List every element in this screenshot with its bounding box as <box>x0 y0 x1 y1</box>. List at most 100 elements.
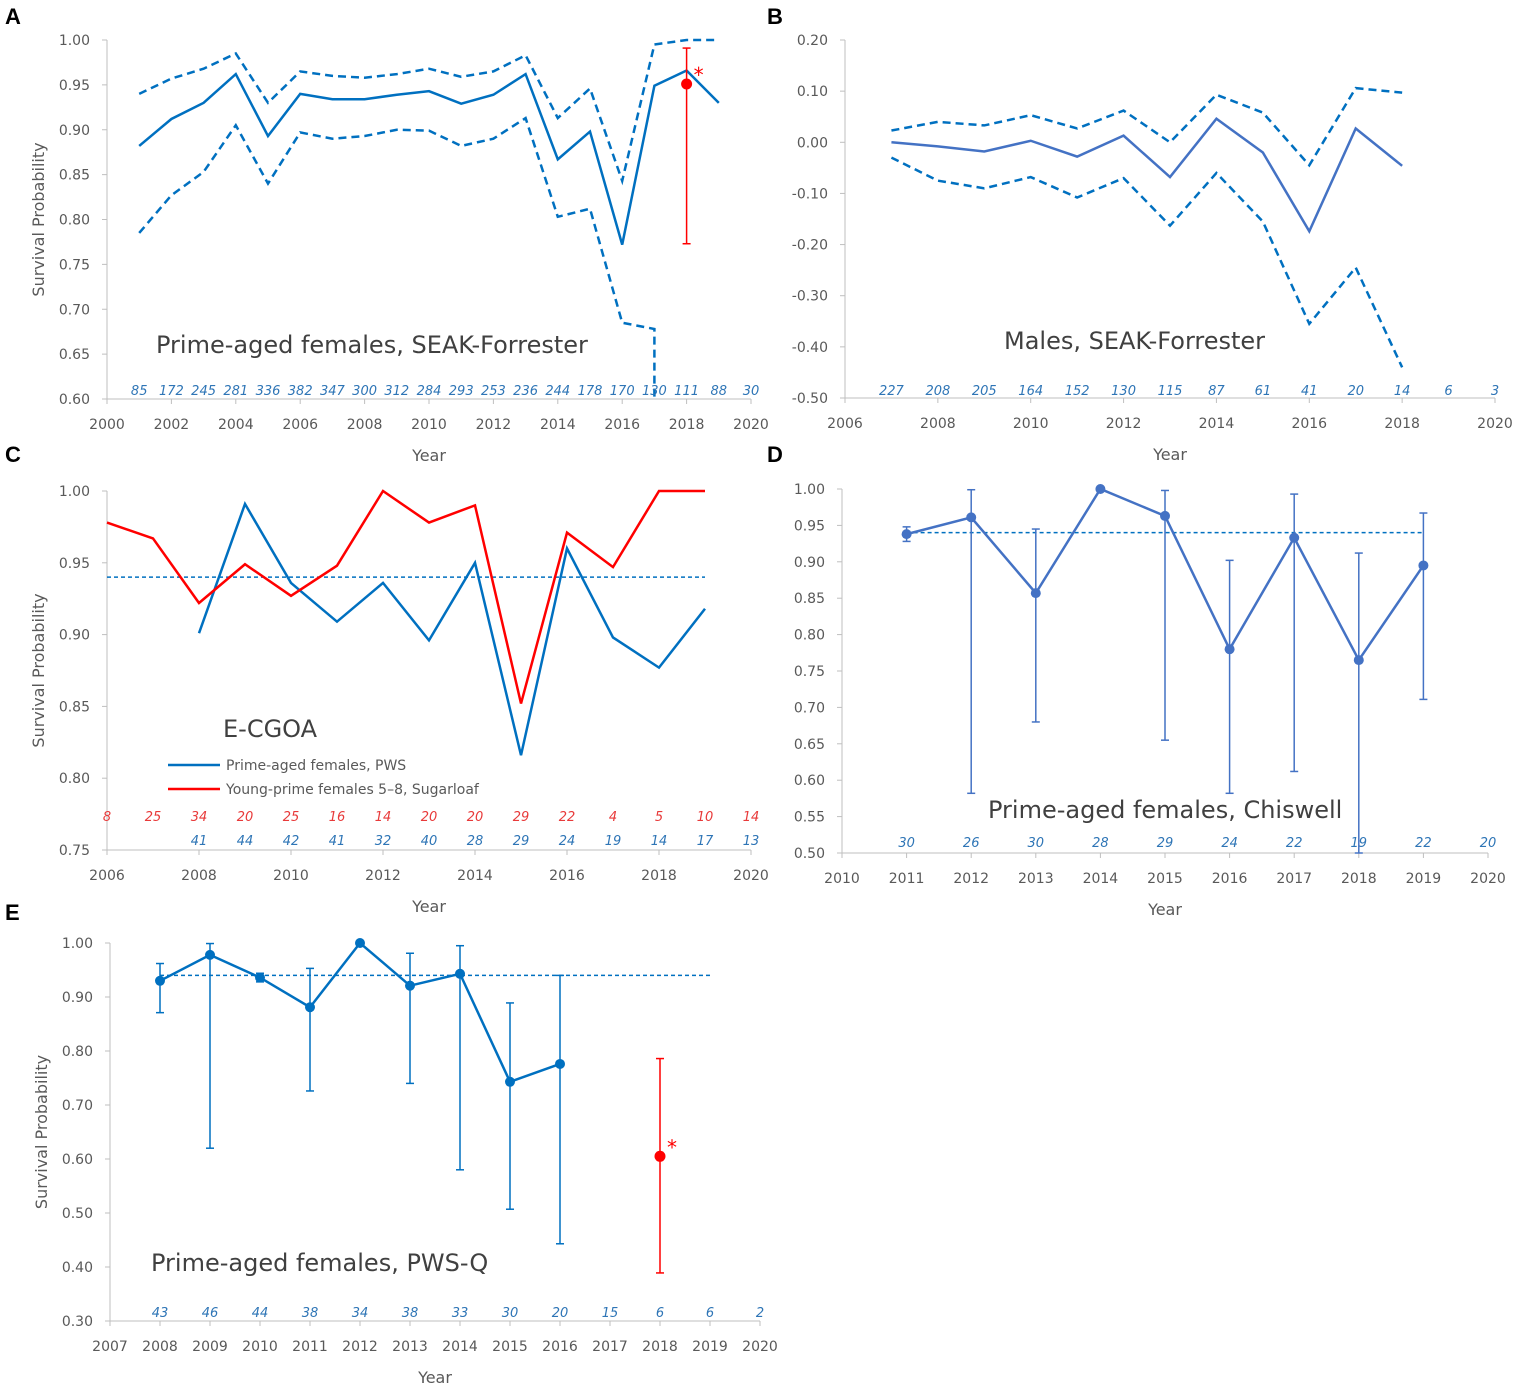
sample-size-label: 30 <box>502 1306 519 1321</box>
sample-size-label: 10 <box>697 810 714 825</box>
sample-size-label: 32 <box>375 834 392 849</box>
y-tick-label: 0.85 <box>59 699 90 715</box>
sample-size-label: 14 <box>375 810 392 825</box>
series-line-young-prime-females-5-8-sugarloaf <box>106 489 705 704</box>
sample-size-label: 34 <box>352 1306 369 1321</box>
x-tick-label: 2008 <box>347 417 383 433</box>
series-line-upper-ci <box>891 86 1403 168</box>
sample-size-label: 2 <box>756 1306 764 1321</box>
x-tick-label: 2012 <box>953 871 989 887</box>
y-tick-label: 0.65 <box>794 737 825 753</box>
series-line-estimate <box>138 69 720 245</box>
data-point <box>1418 560 1429 571</box>
x-axis-title: Year <box>1152 445 1187 464</box>
y-tick-label: 0.90 <box>62 990 93 1006</box>
data-point <box>901 529 912 540</box>
panel-annotation: E-CGOA <box>223 715 318 743</box>
y-tick-label: 0.95 <box>794 518 825 534</box>
sample-size-label: 29 <box>513 834 530 849</box>
y-axis-title: Survival Probability <box>29 593 48 747</box>
data-point <box>455 968 465 979</box>
y-tick-label: 1.00 <box>59 484 90 500</box>
x-tick-label: 2018 <box>641 868 677 884</box>
data-point <box>355 938 365 948</box>
sample-size-label: 25 <box>145 810 162 825</box>
y-tick-label: 0.75 <box>59 257 90 273</box>
x-tick-label: 2008 <box>920 416 956 432</box>
x-axis-title: Year <box>411 897 446 916</box>
sample-size-label: 24 <box>1221 836 1238 851</box>
y-tick-label: 0.65 <box>59 347 90 363</box>
sample-size-label: 30 <box>1028 836 1045 851</box>
y-tick-label: 0.60 <box>62 1152 93 1168</box>
sample-size-label: 30 <box>743 384 760 399</box>
sample-size-label: 281 <box>223 384 248 399</box>
data-point <box>1289 532 1300 543</box>
sample-size-label: 3 <box>1491 384 1499 399</box>
sample-size-label: 44 <box>237 834 254 849</box>
y-tick-label: -0.20 <box>792 238 828 254</box>
sample-size-label: 22 <box>1286 836 1303 851</box>
x-tick-label: 2019 <box>1406 871 1442 887</box>
highlight-point <box>681 78 693 90</box>
x-tick-label: 2007 <box>92 1339 128 1355</box>
sample-size-label: 236 <box>513 384 538 399</box>
sample-size-label: 253 <box>481 384 506 399</box>
data-point <box>555 1058 565 1069</box>
x-tick-label: 2018 <box>1341 871 1377 887</box>
series-line-estimate <box>159 941 561 1084</box>
sample-size-label: 42 <box>283 834 300 849</box>
y-tick-label: -0.40 <box>792 340 828 356</box>
sample-size-label: 20 <box>552 1306 569 1321</box>
sample-size-label: 6 <box>656 1306 664 1321</box>
data-point <box>305 1002 315 1013</box>
data-point <box>1030 588 1041 599</box>
x-tick-label: 2016 <box>604 417 640 433</box>
sample-size-label: 152 <box>1065 384 1090 399</box>
sample-size-label: 26 <box>963 836 980 851</box>
x-tick-label: 2010 <box>411 417 447 433</box>
sample-size-label: 205 <box>972 384 997 399</box>
sample-size-label: 5 <box>655 810 663 825</box>
sample-size-label: 29 <box>513 810 530 825</box>
sample-size-label: 178 <box>578 384 603 399</box>
sample-size-label: 19 <box>605 834 622 849</box>
sample-size-label: 111 <box>674 384 699 399</box>
sample-size-label: 20 <box>421 810 438 825</box>
x-tick-label: 2016 <box>1212 871 1248 887</box>
series-line-prime-aged-females-pws <box>197 500 706 756</box>
x-tick-label: 2016 <box>1291 416 1327 432</box>
y-tick-label: 0.80 <box>59 771 90 787</box>
sample-size-label: 6 <box>706 1306 714 1321</box>
sample-size-label: 336 <box>256 384 281 399</box>
x-tick-label: 2016 <box>542 1339 578 1355</box>
x-tick-label: 2020 <box>733 417 769 433</box>
sample-size-label: 14 <box>1394 384 1411 399</box>
x-tick-label: 2017 <box>592 1339 628 1355</box>
y-tick-label: 0.85 <box>59 168 90 184</box>
data-point <box>205 949 215 960</box>
y-tick-label: 1.00 <box>794 482 825 498</box>
series-line-lower-ci <box>138 116 656 399</box>
panel-A: 2000 2002 2004 2006 2008 2010 2012 2014 2016 2018… <box>5 4 769 465</box>
sample-size-label: 41 <box>191 834 208 849</box>
sample-size-label: 14 <box>651 834 668 849</box>
x-tick-label: 2014 <box>442 1339 478 1355</box>
x-tick-label: 2012 <box>476 417 512 433</box>
sample-size-label: 15 <box>602 1306 619 1321</box>
sample-size-label: 300 <box>352 384 377 399</box>
y-tick-label: 0.20 <box>797 33 828 49</box>
sample-size-label: 24 <box>559 834 576 849</box>
sample-size-label: 22 <box>559 810 576 825</box>
sample-size-label: 293 <box>449 384 474 399</box>
sample-size-label: 44 <box>252 1306 269 1321</box>
y-tick-label: 0.60 <box>59 392 90 408</box>
x-tick-label: 2010 <box>824 871 860 887</box>
y-tick-label: 1.00 <box>62 936 93 952</box>
sample-size-label: 130 <box>642 384 667 399</box>
sample-size-label: 20 <box>1480 836 1497 851</box>
sample-size-label: 20 <box>237 810 254 825</box>
sample-size-label: 16 <box>329 810 346 825</box>
x-tick-label: 2011 <box>889 871 925 887</box>
y-tick-label: 0.40 <box>62 1260 93 1276</box>
